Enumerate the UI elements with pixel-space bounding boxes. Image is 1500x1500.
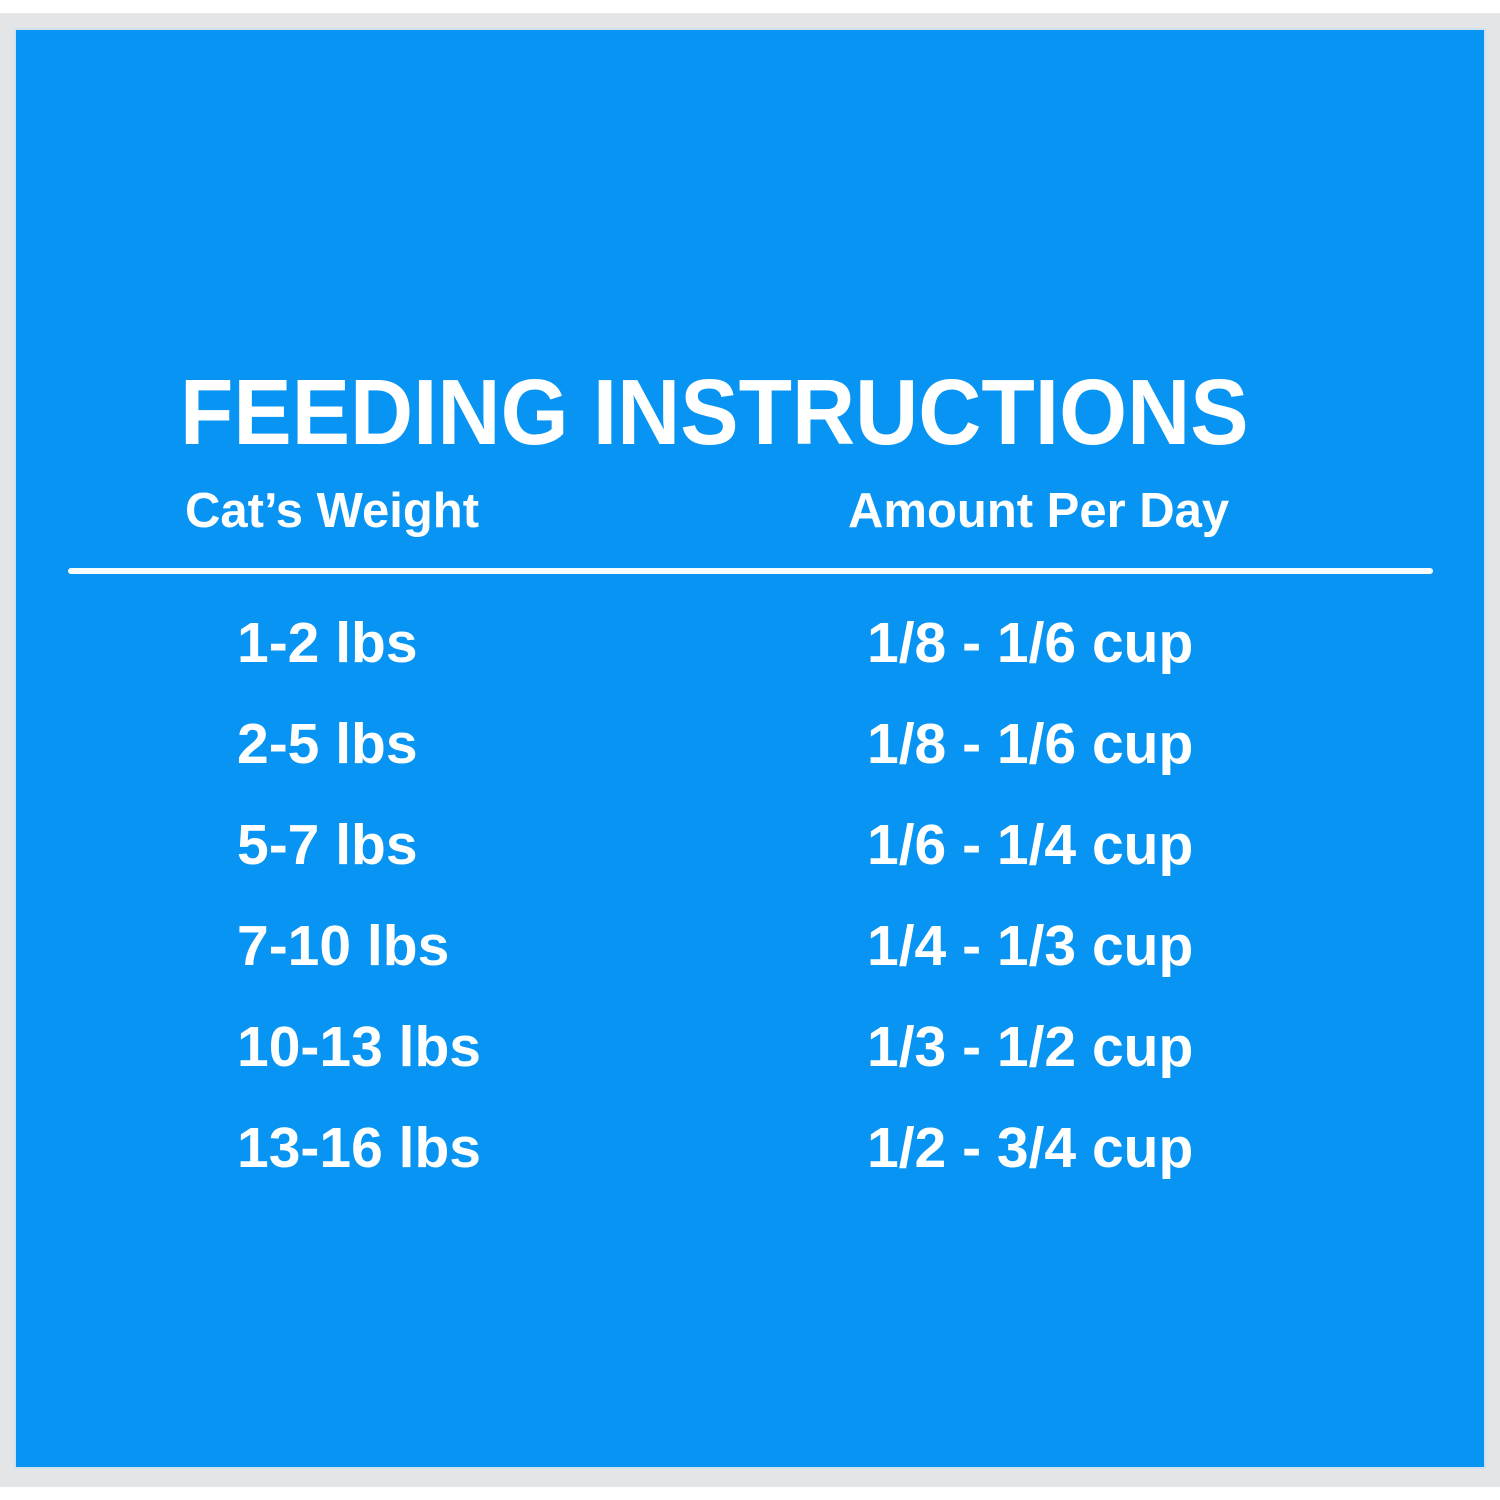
weight-cell: 2-5 lbs (237, 712, 418, 776)
amount-cell: 1/6 - 1/4 cup (867, 813, 1194, 877)
weight-cell: 7-10 lbs (237, 914, 450, 978)
header-divider (68, 568, 1433, 574)
weight-cell: 5-7 lbs (237, 813, 418, 877)
amount-cell: 1/3 - 1/2 cup (867, 1015, 1194, 1079)
table-row: 7-10 lbs 1/4 - 1/3 cup (16, 918, 1484, 978)
page-title: FEEDING INSTRUCTIONS (180, 360, 1249, 464)
table-row: 1-2 lbs 1/8 - 1/6 cup (16, 615, 1484, 675)
table-row: 13-16 lbs 1/2 - 3/4 cup (16, 1120, 1484, 1180)
weight-cell: 13-16 lbs (237, 1116, 481, 1180)
table-row: 5-7 lbs 1/6 - 1/4 cup (16, 817, 1484, 877)
column-header-amount: Amount Per Day (848, 484, 1230, 538)
column-header-weight: Cat’s Weight (185, 484, 480, 538)
table-row: 10-13 lbs 1/3 - 1/2 cup (16, 1019, 1484, 1079)
amount-cell: 1/4 - 1/3 cup (867, 914, 1194, 978)
feeding-panel: FEEDING INSTRUCTIONS Cat’s Weight Amount… (16, 30, 1484, 1467)
amount-cell: 1/2 - 3/4 cup (867, 1116, 1194, 1180)
weight-cell: 10-13 lbs (237, 1015, 481, 1079)
amount-cell: 1/8 - 1/6 cup (867, 712, 1194, 776)
weight-cell: 1-2 lbs (237, 611, 418, 675)
table-row: 2-5 lbs 1/8 - 1/6 cup (16, 716, 1484, 776)
amount-cell: 1/8 - 1/6 cup (867, 611, 1194, 675)
